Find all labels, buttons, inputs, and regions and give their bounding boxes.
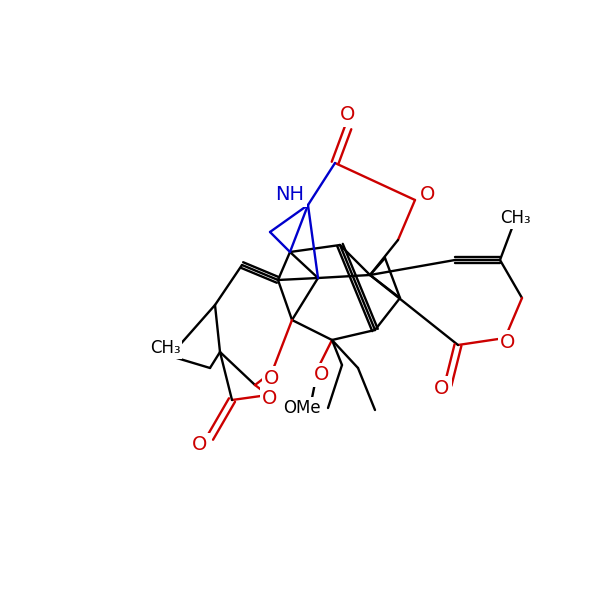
Text: O: O xyxy=(421,185,436,205)
Text: CH₃: CH₃ xyxy=(149,339,181,357)
Text: O: O xyxy=(262,389,278,407)
Text: O: O xyxy=(434,379,449,397)
Text: O: O xyxy=(193,436,208,455)
Text: O: O xyxy=(500,332,515,352)
Text: O: O xyxy=(265,368,280,388)
Text: O: O xyxy=(314,365,329,385)
Text: NH: NH xyxy=(275,185,305,205)
Text: O: O xyxy=(340,106,356,124)
Text: OMe: OMe xyxy=(283,399,321,417)
Text: CH₃: CH₃ xyxy=(500,209,530,227)
